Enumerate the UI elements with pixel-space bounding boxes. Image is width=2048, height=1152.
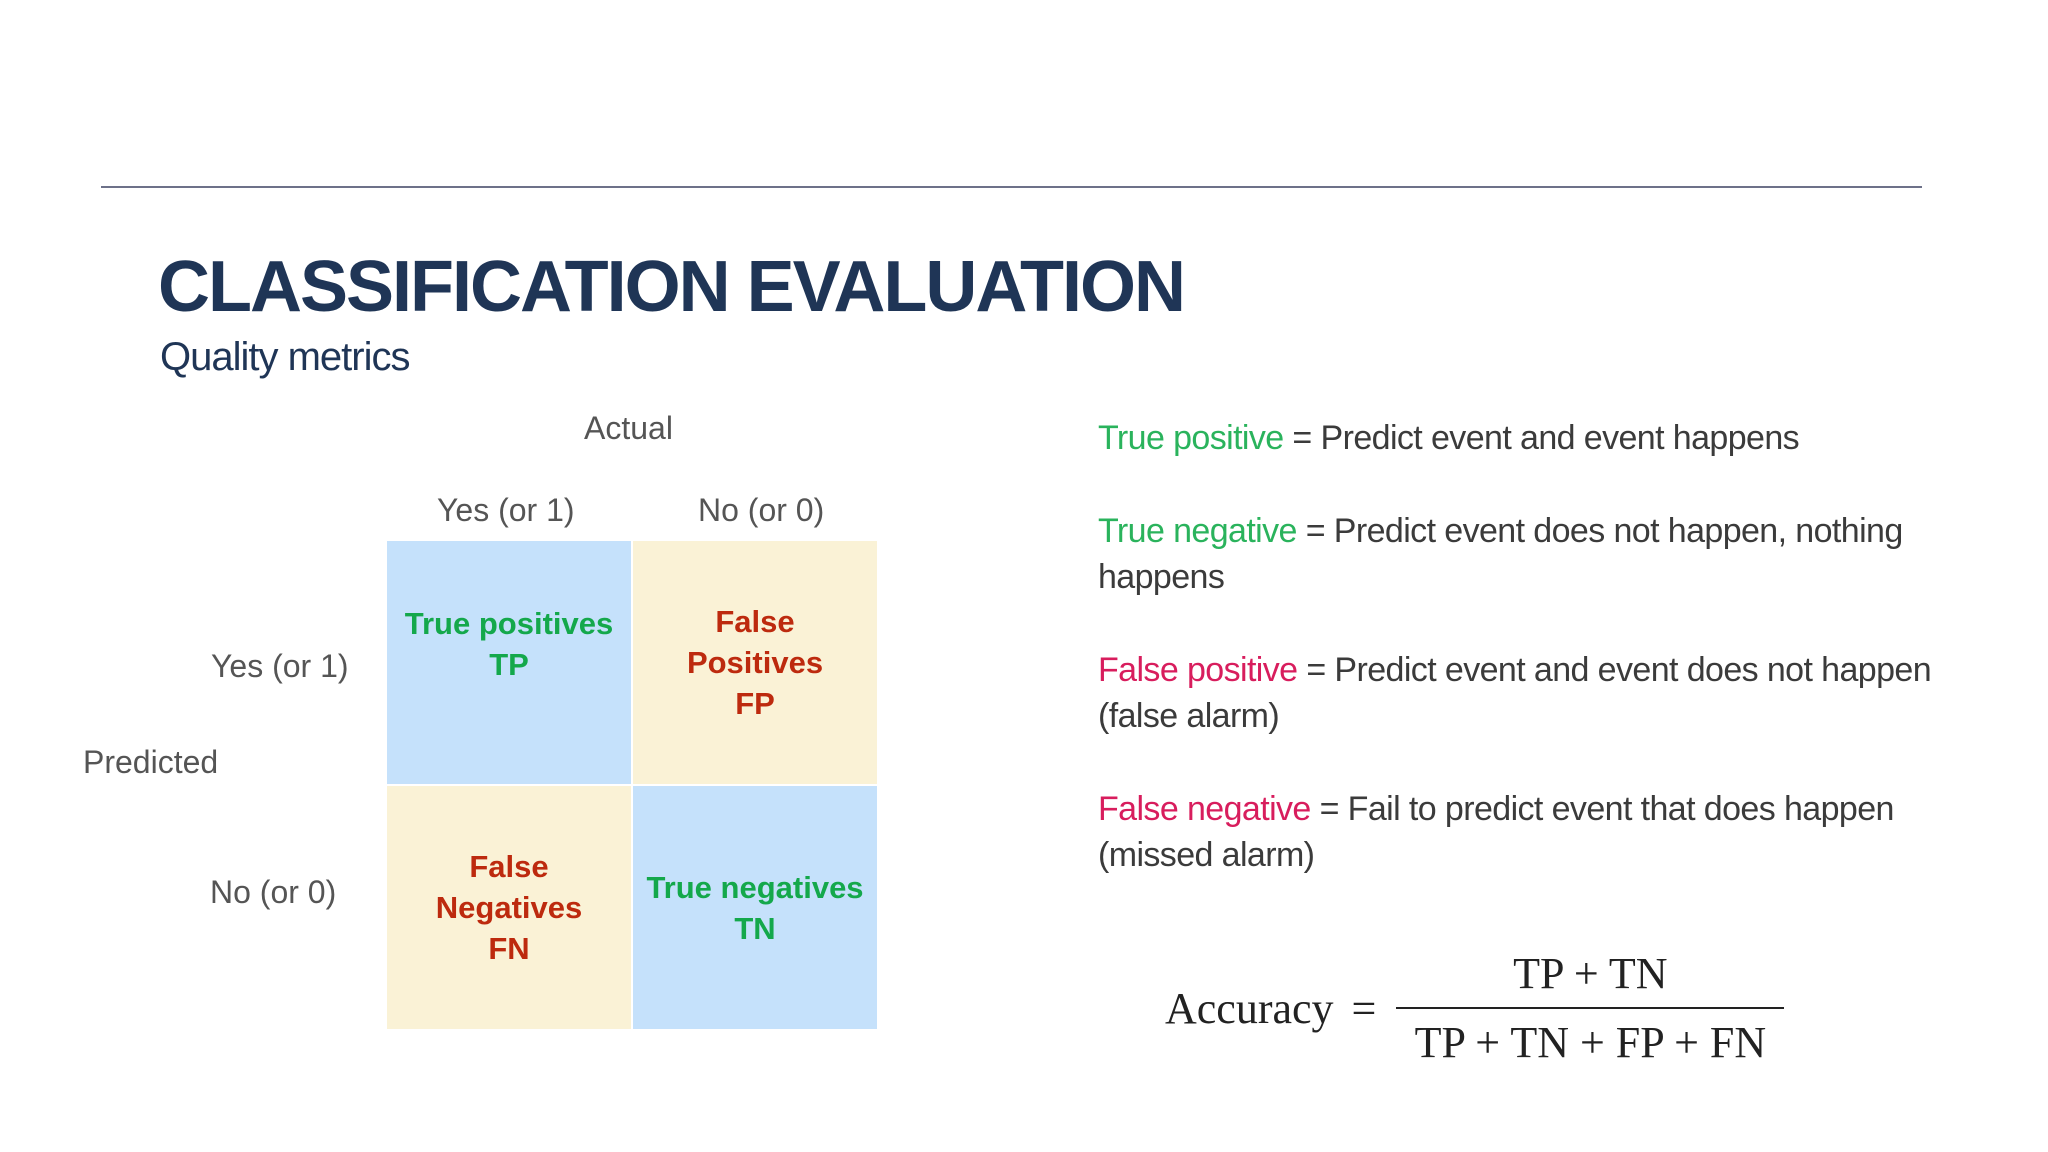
cell-fn-abbr: FN <box>488 931 530 966</box>
formula-numerator: TP + TN <box>1513 949 1668 998</box>
cell-fp-abbr: FP <box>735 686 775 721</box>
definition-text: = Fail to predict event that does happen… <box>1098 790 1894 874</box>
definition-text: = Predict event and event does not happe… <box>1098 651 1932 735</box>
row-header-yes: Yes (or 1) <box>211 648 349 684</box>
term-false-negative: False negative <box>1098 790 1311 828</box>
definition-text: = Predict event and event happens <box>1283 419 1800 457</box>
cell-tn-abbr: TN <box>734 910 776 946</box>
term-true-positive: True positive <box>1098 419 1284 457</box>
definition-true-positive: True positive = Predict event and event … <box>1098 415 1938 461</box>
formula-equals: = <box>1351 983 1377 1033</box>
definition-true-negative: True negative = Predict event does not h… <box>1098 508 1938 600</box>
slide-subtitle: Quality metrics <box>160 335 410 379</box>
definition-false-positive: False positive = Predict event and event… <box>1098 647 1938 739</box>
column-header-yes: Yes (or 1) <box>437 492 575 528</box>
definitions-list: True positive = Predict event and event … <box>1098 415 1938 925</box>
definition-false-negative: False negative = Fail to predict event t… <box>1098 786 1938 878</box>
formula-denominator: TP + TN + FP + FN <box>1414 1018 1767 1067</box>
predicted-axis-label: Predicted <box>83 744 219 780</box>
term-true-negative: True negative <box>1098 512 1297 550</box>
definition-text: = Predict event does not happen, nothing… <box>1098 512 1903 596</box>
accuracy-formula: Accuracy = TP + TN TP + TN + FP + FN <box>1165 948 1785 1068</box>
cell-true-negatives: True negatives TN <box>633 786 877 1029</box>
column-header-no: No (or 0) <box>698 492 825 528</box>
cell-false-positives: False Positives FP <box>633 541 877 784</box>
cell-tp-abbr: TP <box>489 647 529 682</box>
cell-tn-label: True negatives <box>646 869 864 905</box>
cell-true-positives: True positives TP <box>387 541 631 784</box>
formula-fraction: TP + TN TP + TN + FP + FN <box>1396 948 1785 1068</box>
cell-fp-label-2: Positives <box>686 645 824 680</box>
fraction-bar <box>1396 1007 1785 1009</box>
cell-fn-label-2: Negatives <box>435 890 583 925</box>
top-divider <box>101 186 1922 188</box>
row-header-no: No (or 0) <box>210 874 337 910</box>
cell-fp-label-1: False <box>715 604 795 639</box>
cell-tp-label: True positives <box>404 606 614 641</box>
cell-false-negatives: False Negatives FN <box>387 786 631 1029</box>
formula-lhs: Accuracy <box>1165 983 1334 1033</box>
slide-title: CLASSIFICATION EVALUATION <box>158 247 1186 327</box>
cell-fn-label-1: False <box>469 849 549 884</box>
actual-axis-label: Actual <box>584 410 673 446</box>
term-false-positive: False positive <box>1098 651 1298 689</box>
